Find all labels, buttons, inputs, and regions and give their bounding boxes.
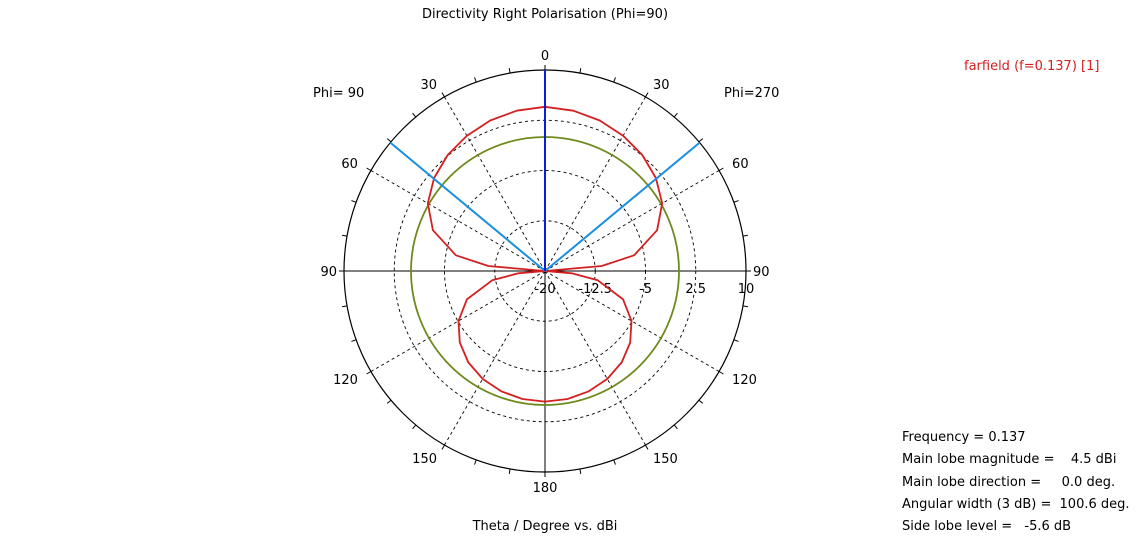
angle-tick-mark (645, 444, 649, 450)
angle-tick-mark (613, 459, 616, 465)
x-axis-label: Theta / Degree vs. dBi (472, 519, 618, 534)
chart-title: Directivity Right Polarisation (Phi=90) (421, 7, 669, 22)
angle-tick-label: 150 (653, 452, 678, 467)
info-key: Angular width (3 dB) = (902, 496, 1052, 512)
beamwidth-line (389, 141, 546, 272)
angle-tick-mark (342, 305, 348, 308)
angle-tick-mark (342, 234, 348, 237)
angle-tick-mark (579, 468, 582, 474)
info-row-side-lobe-level: Side lobe level = -5.6 dB (902, 516, 1130, 538)
info-row-angular-width: Angular width (3 dB) = 100.6 deg. (902, 494, 1130, 516)
angle-tick-mark (351, 200, 357, 203)
angle-tick-mark (412, 112, 417, 118)
info-panel: Frequency = 0.137 Main lobe magnitude = … (902, 427, 1130, 538)
angle-tick-label: 120 (732, 373, 757, 388)
info-value: 0.0 deg. (1045, 474, 1116, 490)
angle-tick-mark (718, 371, 724, 375)
info-value: 0.137 (988, 430, 1026, 445)
angle-tick-label: 90 (320, 265, 337, 280)
radial-tick-label: -5 (639, 282, 652, 297)
angle-tick-mark (441, 444, 445, 450)
phi-left-label: Phi= 90 (313, 86, 364, 101)
angle-tick-mark (386, 138, 392, 143)
angle-tick-label: 180 (533, 481, 558, 496)
angle-tick-mark (742, 305, 748, 308)
angle-tick-mark (386, 399, 392, 404)
radial-tick-label: -12.5 (578, 282, 612, 297)
angle-tick-mark (698, 399, 704, 404)
info-row-frequency: Frequency = 0.137 (902, 427, 1130, 449)
angle-tick-mark (733, 200, 739, 203)
info-row-main-lobe-direction: Main lobe direction = 0.0 deg. (902, 472, 1130, 494)
angle-tick-mark (645, 92, 649, 98)
angle-tick-mark (508, 68, 511, 74)
info-key: Main lobe magnitude = (902, 452, 1055, 468)
angle-tick-mark (351, 339, 357, 342)
grid-spoke (544, 270, 646, 446)
info-key: Main lobe direction = (902, 474, 1042, 490)
info-key: Side lobe level = (902, 519, 1013, 535)
angle-tick-mark (613, 77, 616, 83)
phi-right-label: Phi=270 (724, 86, 779, 101)
angle-tick-mark (441, 92, 445, 98)
angle-tick-label: 120 (333, 373, 358, 388)
angle-tick-label: 30 (653, 78, 670, 93)
angle-tick-mark (673, 424, 678, 430)
tick-labels: 0 30 60 90 120 150 180 30 60 90 120 150 Phi= 90 Phi=2… (313, 49, 779, 496)
angle-tick-mark (508, 468, 511, 474)
angle-tick-label: 60 (341, 157, 358, 172)
info-value: 4.5 dBi (1058, 452, 1117, 468)
angle-tick-mark (733, 339, 739, 342)
radial-tick-label: -20 (534, 282, 555, 297)
info-value: 100.6 deg. (1055, 496, 1130, 512)
legend-entry: farfield (f=0.137) [1] (964, 59, 1100, 74)
angle-tick-mark (366, 371, 372, 375)
angle-tick-label: 150 (412, 452, 437, 467)
info-row-main-lobe-magnitude: Main lobe magnitude = 4.5 dBi (902, 449, 1130, 471)
angle-tick-mark (698, 138, 704, 143)
info-value: -5.6 dB (1016, 519, 1072, 535)
angle-tick-label: 0 (541, 49, 549, 64)
beamwidth-line (544, 141, 701, 272)
angle-tick-mark (579, 68, 582, 74)
angle-tick-label: 30 (420, 78, 437, 93)
angle-tick-label: 60 (732, 157, 749, 172)
radial-tick-label: 2.5 (685, 282, 706, 297)
angle-tick-label: 90 (753, 265, 770, 280)
angle-tick-mark (673, 112, 678, 118)
grid-spoke (544, 96, 646, 272)
angle-tick-mark (474, 459, 477, 465)
series-layer (389, 70, 701, 406)
info-key: Frequency = (902, 430, 989, 445)
angle-tick-mark (718, 167, 724, 171)
angle-tick-mark (474, 77, 477, 83)
angle-tick-mark (366, 167, 372, 171)
angle-tick-mark (412, 424, 417, 430)
angle-tick-mark (742, 234, 748, 237)
radial-tick-label: 10 (738, 282, 755, 297)
